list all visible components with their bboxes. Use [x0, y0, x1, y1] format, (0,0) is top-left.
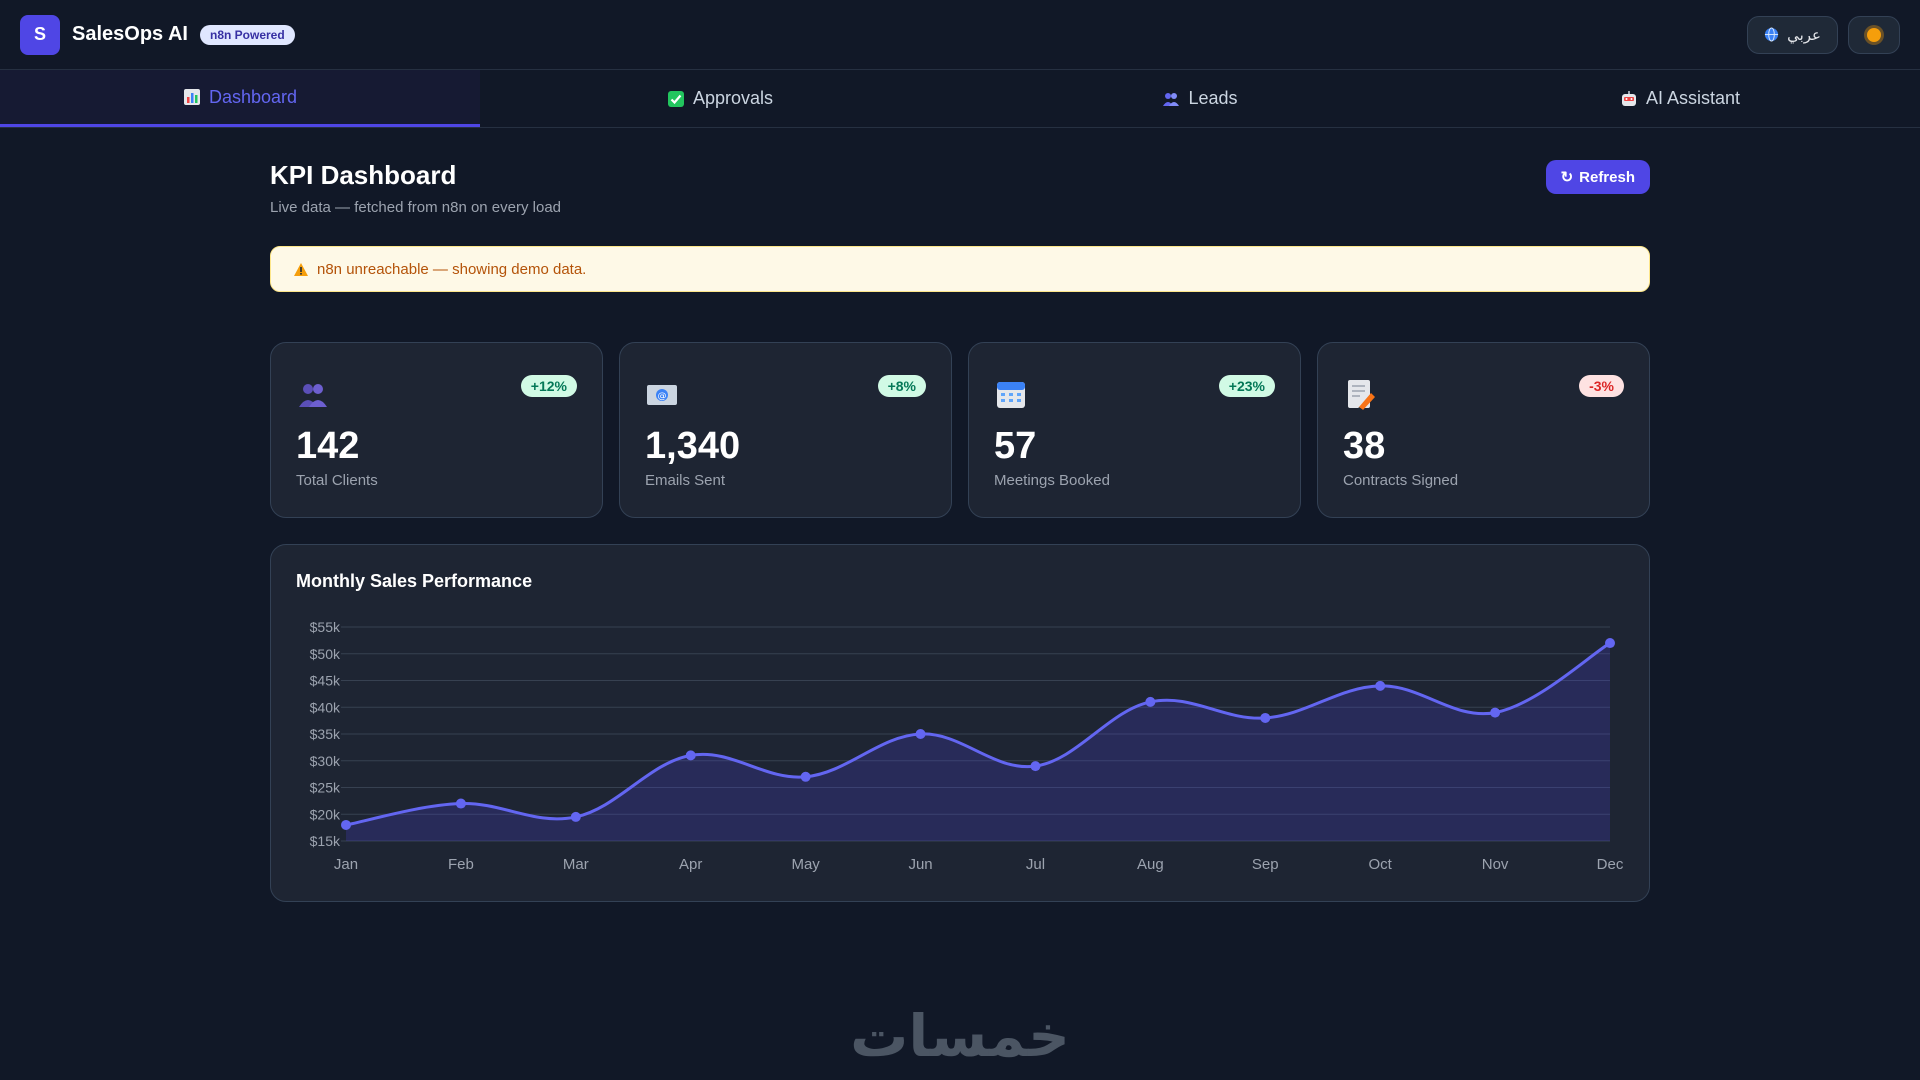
kpi-label: Emails Sent: [645, 472, 726, 489]
data-point-mar: [570, 811, 581, 822]
data-point-may: [800, 771, 811, 782]
y-tick-label: $25k: [310, 780, 341, 796]
kpi-value: 1,340: [645, 425, 741, 467]
brand: S SalesOps AI n8n Powered: [20, 14, 295, 55]
x-tick-label: Oct: [1369, 856, 1393, 873]
bar-chart-icon: [183, 89, 200, 105]
refresh-button[interactable]: ↻ Refresh: [1545, 160, 1650, 194]
tab-label: Dashboard: [208, 86, 298, 107]
data-point-aug: [1145, 696, 1156, 707]
sales-chart-card: Monthly Sales Performance $55k $50k $45k $4…: [270, 544, 1650, 902]
y-tick-label: $40k: [310, 699, 341, 715]
page-title: KPI Dashboard: [270, 160, 457, 190]
check-box-icon: [667, 90, 684, 107]
x-tick-label: Mar: [563, 856, 589, 873]
x-tick-label: Dec: [1597, 856, 1624, 873]
data-point-oct: [1375, 680, 1386, 691]
people-icon: [1163, 92, 1180, 106]
main-tabs: Dashboard Approvals Leads AI Assistant: [0, 70, 1920, 128]
app-logo[interactable]: S: [20, 14, 60, 55]
tab-dashboard[interactable]: Dashboard: [0, 70, 480, 127]
page-subtitle: Live data — fetched from n8n on every lo…: [270, 199, 562, 216]
kpi-value: 142: [296, 425, 360, 467]
warning-icon: [294, 262, 308, 276]
tab-label: Approvals: [692, 88, 774, 108]
language-toggle-button[interactable]: عربي: [1747, 15, 1838, 54]
tab-leads[interactable]: Leads: [960, 70, 1440, 127]
top-actions: عربي: [1747, 15, 1900, 54]
email-icon: @: [647, 385, 677, 405]
svg-text:@: @: [658, 392, 667, 402]
change-badge: +8%: [877, 375, 926, 397]
series-line: [345, 641, 1611, 827]
data-point-sep: [1260, 712, 1271, 723]
alert-text: n8n unreachable — showing demo data.: [317, 260, 587, 278]
page-header: KPI Dashboard Live data — fetched from n…: [270, 160, 1650, 216]
theme-toggle-button[interactable]: [1848, 15, 1900, 54]
refresh-icon: ↻: [1560, 169, 1574, 186]
data-point-jan: [341, 819, 351, 830]
contract-icon: [1348, 380, 1375, 410]
x-tick-label: May: [791, 856, 820, 873]
kpi-card-emails-sent: @ +8% 1,340 Emails Sent: [619, 342, 952, 518]
demo-data-alert: n8n unreachable — showing demo data.: [270, 246, 1650, 292]
data-point-feb: [455, 798, 466, 809]
sun-icon: [1867, 27, 1881, 42]
kpi-card-total-clients: +12% 142 Total Clients: [270, 342, 603, 518]
kpi-label: Meetings Booked: [994, 472, 1110, 489]
tab-label: Leads: [1188, 88, 1238, 108]
x-tick-label: Aug: [1137, 856, 1164, 873]
tab-label: AI Assistant: [1645, 88, 1741, 108]
n8n-badge: n8n Powered: [199, 24, 295, 45]
y-tick-label: $45k: [310, 673, 341, 689]
language-label: عربي: [1787, 26, 1821, 44]
people-icon: [299, 384, 327, 407]
change-badge: +12%: [520, 375, 577, 397]
kpi-card-meetings-booked: +23% 57 Meetings Booked: [968, 342, 1301, 518]
tab-approvals[interactable]: Approvals: [480, 70, 960, 127]
calendar-icon: [997, 382, 1025, 408]
x-tick-label: Nov: [1482, 856, 1509, 873]
sales-line-chart: $55k $50k $45k $40k $35k $30k $25k $20k $15k Jan F…: [310, 619, 1624, 873]
y-tick-label: $55k: [310, 619, 341, 635]
watermark-logo: خمسات: [850, 1002, 1070, 1070]
kpi-cards: +12% 142 Total Clients @ +8% 1,340 Email…: [270, 342, 1650, 518]
main-content: KPI Dashboard Live data — fetched from n…: [270, 128, 1650, 902]
globe-icon: [1765, 27, 1779, 42]
data-point-jul: [1030, 761, 1041, 772]
kpi-label: Contracts Signed: [1343, 472, 1459, 489]
top-bar: S SalesOps AI n8n Powered عربي: [0, 0, 1920, 70]
kpi-label: Total Clients: [296, 472, 378, 489]
kpi-value: 38: [1343, 425, 1386, 467]
kpi-card-contracts-signed: -3% 38 Contracts Signed: [1317, 342, 1650, 518]
x-tick-label: Jun: [908, 856, 932, 873]
data-point-jun: [915, 729, 926, 739]
y-tick-label: $20k: [310, 806, 341, 822]
tab-ai-assistant[interactable]: AI Assistant: [1440, 70, 1920, 127]
series-area: [346, 643, 1610, 841]
data-point-nov: [1490, 707, 1501, 718]
change-badge: -3%: [1579, 375, 1624, 397]
chart-title: Monthly Sales Performance: [296, 571, 533, 591]
y-tick-label: $35k: [310, 726, 341, 742]
x-tick-label: Jul: [1026, 856, 1045, 873]
refresh-label: Refresh: [1579, 168, 1635, 186]
x-tick-label: Jan: [334, 856, 358, 873]
data-point-dec: [1605, 638, 1615, 649]
y-tick-label: $30k: [310, 753, 341, 769]
x-tick-label: Feb: [448, 856, 474, 873]
y-tick-label: $15k: [310, 833, 341, 849]
robot-icon: [1621, 90, 1636, 106]
app-name: SalesOps AI: [72, 23, 188, 45]
x-tick-label: Sep: [1252, 856, 1279, 873]
data-point-apr: [685, 750, 696, 761]
y-tick-label: $50k: [310, 646, 341, 662]
kpi-value: 57: [994, 425, 1037, 467]
change-badge: +23%: [1218, 375, 1275, 397]
x-tick-label: Apr: [679, 856, 702, 873]
